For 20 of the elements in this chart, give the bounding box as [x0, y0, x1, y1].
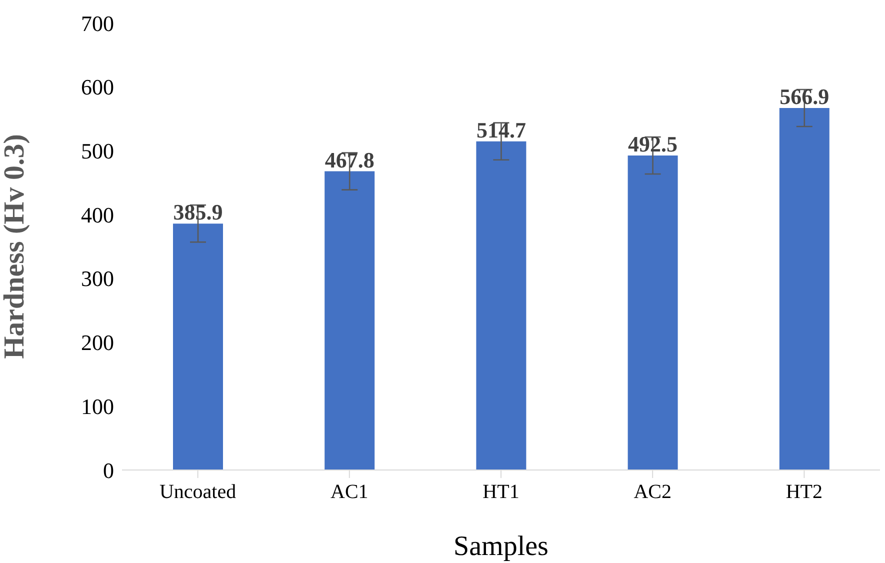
y-tick-label: 600 — [81, 74, 114, 100]
y-tick-label: 100 — [81, 394, 114, 419]
y-axis-title: Hardness (Hv 0.3) — [0, 134, 30, 359]
x-tick-label: Uncoated — [159, 481, 236, 504]
x-axis-title: Samples — [454, 531, 548, 562]
y-tick-label: 700 — [81, 10, 114, 36]
y-tick-label: 200 — [81, 330, 114, 356]
bar — [324, 171, 375, 470]
x-tick-label: AC1 — [330, 481, 368, 504]
bar — [476, 141, 526, 470]
bar — [173, 224, 223, 470]
y-tick-label: 400 — [81, 202, 114, 228]
x-tick-label: HT1 — [482, 481, 520, 504]
bar — [779, 108, 830, 470]
y-tick-label: 0 — [103, 458, 114, 483]
y-tick-label: 300 — [81, 266, 114, 292]
x-tick-label: HT2 — [786, 481, 823, 504]
y-tick-label: 500 — [81, 138, 114, 164]
x-tick-label: AC2 — [634, 481, 672, 504]
bar — [628, 156, 678, 470]
